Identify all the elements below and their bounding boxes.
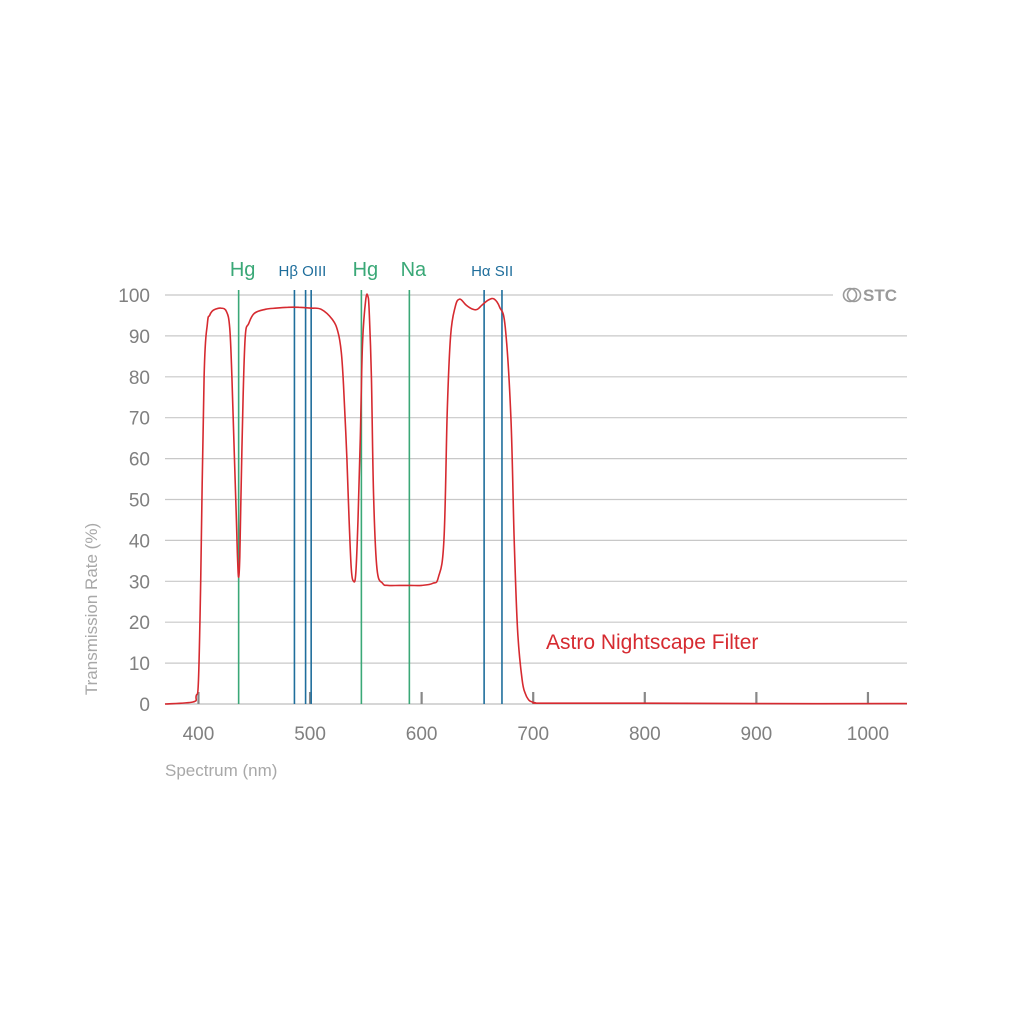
stc-logo: STC (842, 286, 897, 305)
x-tick-label: 1000 (847, 724, 889, 745)
emission-line-labels: Hg Hβ OIII Hg Na Hα SII (230, 259, 513, 281)
grid-lines (165, 294, 907, 705)
series-legend-label: Astro Nightscape Filter (546, 631, 758, 654)
y-tick-label: 10 (129, 654, 150, 675)
y-tick-label: 30 (129, 572, 150, 593)
y-tick-label: 80 (129, 368, 150, 389)
y-tick-label: 60 (129, 450, 150, 471)
x-tick-label: 400 (183, 724, 215, 745)
x-tick-label: 500 (294, 724, 326, 745)
y-tick-label: 50 (129, 491, 150, 512)
x-axis-title: Spectrum (nm) (165, 761, 277, 780)
y-tick-label: 100 (118, 286, 150, 307)
series-line-astro-nightscape-filter (164, 293, 908, 705)
y-tick-label: 40 (129, 531, 150, 552)
x-tick-label: 600 (406, 724, 438, 745)
y-tick-label: 0 (139, 695, 150, 716)
y-tick-label: 90 (129, 327, 150, 348)
emission-label-5: Na (401, 259, 427, 281)
emission-label-0: Hg (230, 259, 256, 281)
emission-lines (237, 290, 503, 704)
y-tick-label: 70 (129, 409, 150, 430)
emission-label-1: Hβ OIII (279, 263, 327, 280)
x-tick-label: 900 (741, 724, 773, 745)
emission-label-4: Hg (353, 259, 379, 281)
emission-label-6: Hα SII (471, 263, 513, 280)
series-layer (164, 293, 908, 705)
brand-text: STC (863, 286, 897, 305)
x-tick-label: 700 (517, 724, 549, 745)
x-axis-ticks: 400 500 600 700 800 900 1000 (183, 692, 889, 745)
stc-logo-icon (842, 287, 862, 303)
y-tick-label: 20 (129, 613, 150, 634)
y-axis-title: Transmission Rate (%) (82, 523, 101, 695)
y-axis-ticks: 0 10 20 30 40 50 60 70 80 90 100 (118, 286, 150, 716)
x-tick-label: 800 (629, 724, 661, 745)
